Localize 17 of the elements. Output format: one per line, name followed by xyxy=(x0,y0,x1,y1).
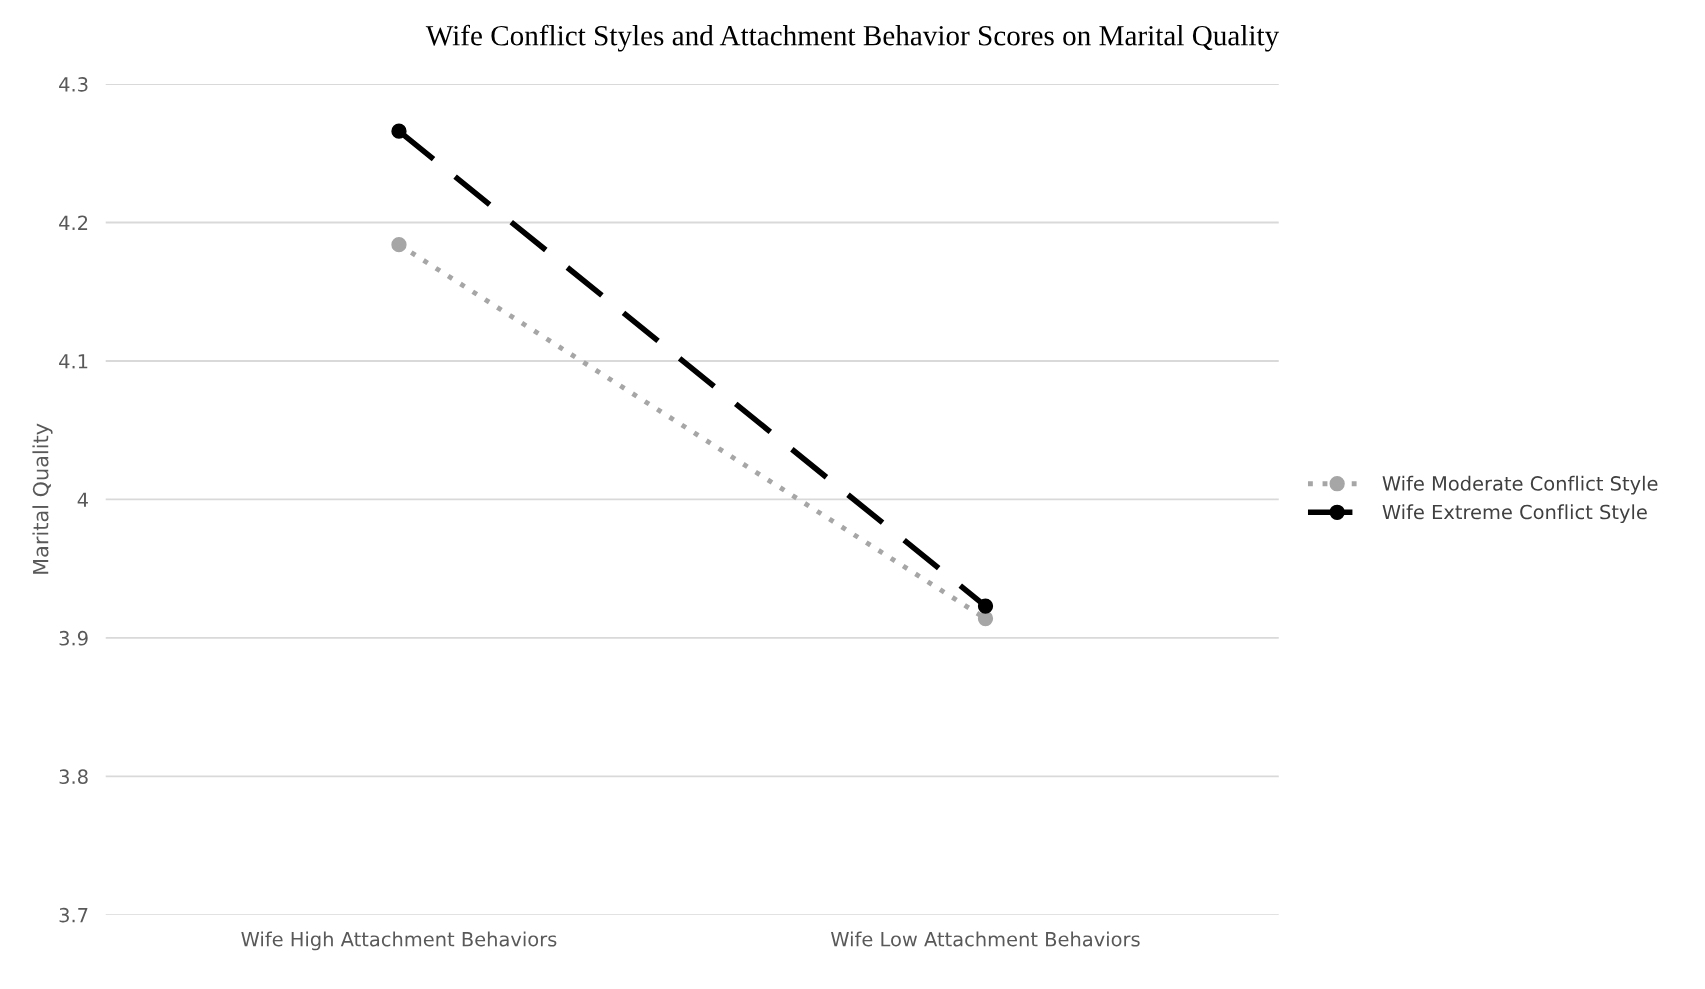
point xyxy=(977,598,994,614)
legend-label: Wife Moderate Conflict Style xyxy=(1382,475,1658,495)
y-tick-label: 3.7 xyxy=(59,907,88,923)
chart-title: Wife Conflict Styles and Attachment Behavior Scores on Marital Quality xyxy=(425,24,1280,52)
y-tick-label: 4 xyxy=(77,492,88,507)
y-tick-label: 4.1 xyxy=(59,354,88,369)
y-tick-label: 4.2 xyxy=(59,215,88,230)
legend-label: Wife Extreme Conflict Style xyxy=(1382,504,1647,524)
x-tick-label: Wife Low Attachment Behaviors xyxy=(830,931,1140,947)
point xyxy=(391,237,407,253)
y-tick-label: 3.8 xyxy=(59,769,88,785)
y-tick-label: 3.9 xyxy=(59,630,88,646)
point xyxy=(391,123,407,139)
y-axis-title: Marital Quality xyxy=(32,423,53,574)
y-tick-label: 4.3 xyxy=(59,77,88,92)
x-tick-label: Wife High Attachment Behaviors xyxy=(241,931,557,951)
point xyxy=(977,610,994,627)
